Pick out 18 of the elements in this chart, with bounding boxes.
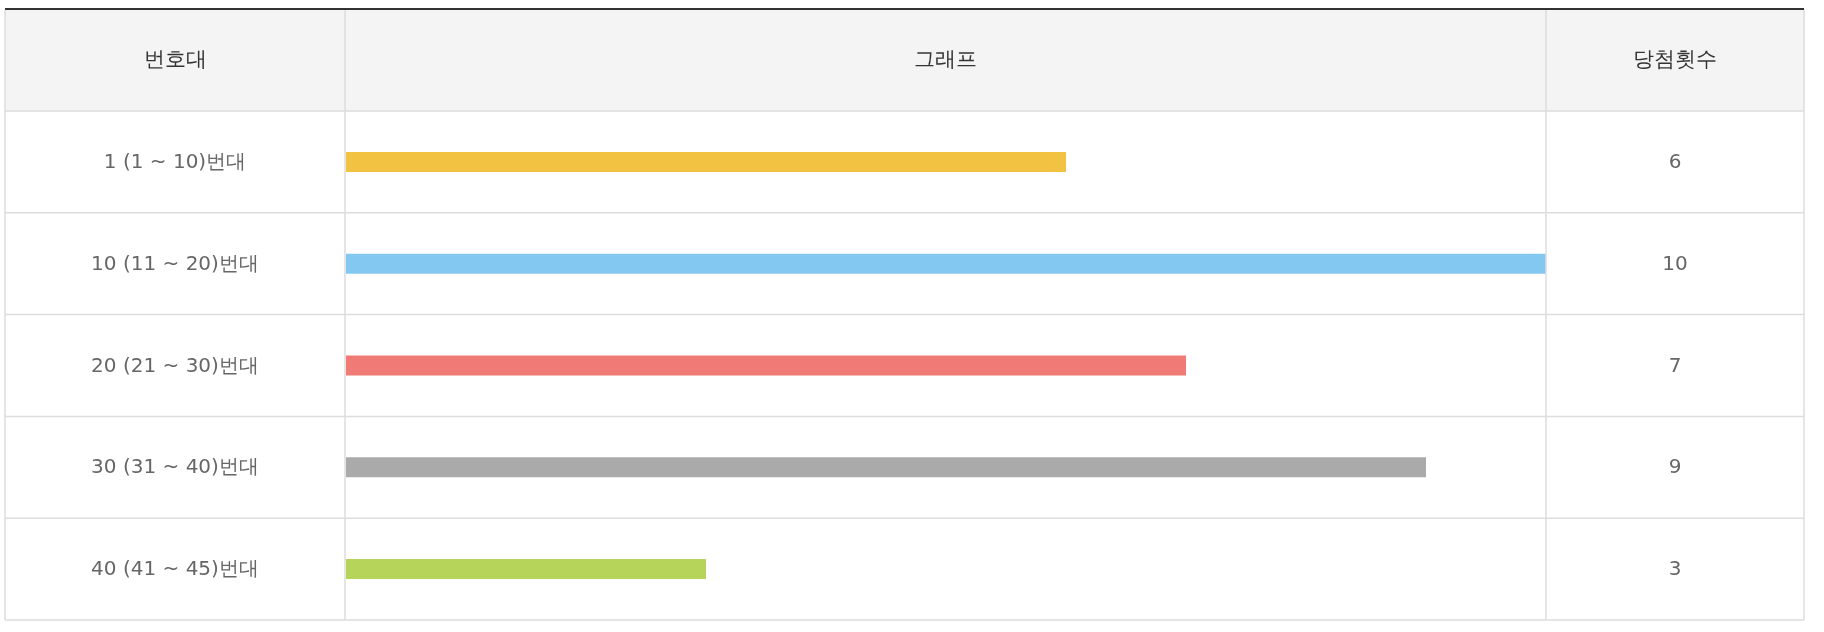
y-tick-label: 1 (1 ~ 10)번대 xyxy=(103,148,247,173)
data-label: 7 xyxy=(1668,352,1682,377)
bar xyxy=(346,151,1066,172)
y-axis-title: 번호대 xyxy=(143,47,207,71)
bar xyxy=(346,253,1546,274)
data-label: 3 xyxy=(1668,556,1682,581)
y-tick-label: 20 (21 ~ 30)번대 xyxy=(91,352,259,377)
bar xyxy=(346,355,1186,376)
y-tick-label: 40 (41 ~ 45)번대 xyxy=(91,556,259,581)
y-tick-label: 30 (31 ~ 40)번대 xyxy=(91,454,259,479)
y-tick-label: 10 (11 ~ 20)번대 xyxy=(91,250,259,275)
data-label: 6 xyxy=(1668,148,1682,173)
bar xyxy=(346,559,706,580)
data-label: 9 xyxy=(1668,454,1682,479)
chart-title: 그래프 xyxy=(914,47,977,71)
text: 당첨횟수 xyxy=(1633,47,1717,71)
bar xyxy=(346,457,1426,478)
data-label: 10 xyxy=(1662,250,1688,275)
